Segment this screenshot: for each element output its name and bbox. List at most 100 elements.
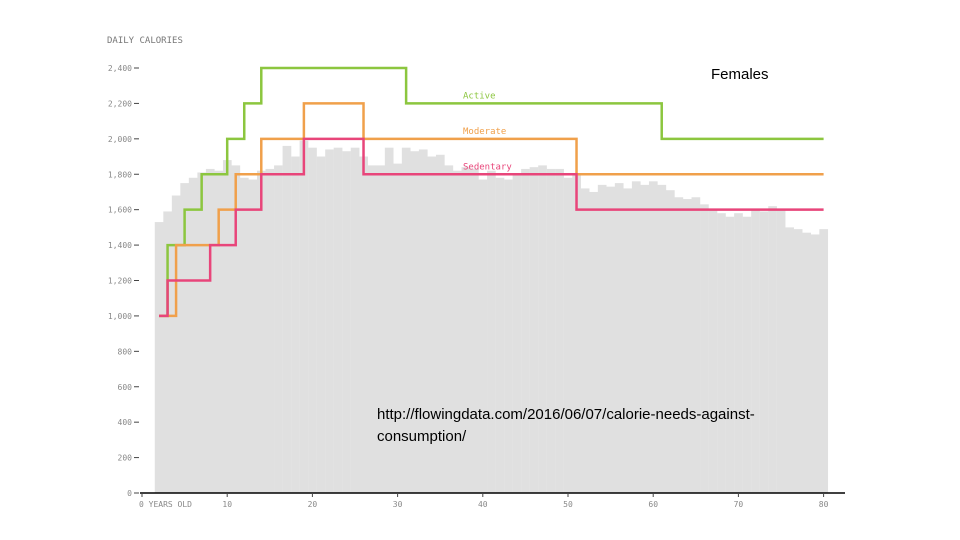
consumption-bar — [478, 179, 488, 493]
consumption-bar — [444, 165, 454, 494]
active-label: Active — [463, 91, 496, 101]
x-tick-label: 30 — [393, 500, 403, 509]
consumption-bar — [325, 149, 334, 494]
y-tick-label: 1,600 — [108, 206, 132, 215]
consumption-bar — [393, 163, 403, 493]
consumption-bar — [274, 165, 283, 494]
y-tick-label: 1,000 — [108, 312, 132, 321]
consumption-bar — [452, 170, 462, 494]
consumption-bar — [504, 179, 513, 493]
y-tick-label: 400 — [118, 418, 133, 427]
x-tick-label: 50 — [563, 500, 573, 509]
x-tick-label: 40 — [478, 500, 488, 509]
y-tick-label: 1,400 — [108, 241, 132, 250]
consumption-bar — [495, 177, 505, 493]
y-tick-label: 0 — [127, 489, 132, 498]
calorie-need-lines — [159, 66, 824, 318]
y-tick-label: 600 — [118, 383, 133, 392]
y-tick-label: 1,200 — [108, 277, 132, 286]
consumption-bar — [623, 188, 633, 493]
consumption-bar — [580, 188, 590, 493]
consumption-bar — [512, 174, 522, 493]
consumption-bar — [487, 170, 496, 494]
x-tick-label: 80 — [819, 500, 829, 509]
consumption-bar — [376, 165, 385, 494]
y-tick-label: 800 — [118, 347, 133, 356]
consumption-bar — [606, 186, 616, 494]
consumption-bar — [205, 168, 215, 493]
consumption-bars — [154, 140, 829, 494]
consumption-bar — [197, 172, 207, 493]
sedentary-label: Sedentary — [463, 162, 512, 172]
consumption-bar — [291, 156, 300, 493]
consumption-bar — [597, 184, 607, 493]
consumption-bar — [691, 197, 701, 494]
y-axis: 0 200 400 600 800 1,000 1,200 1,400 1,600 1,800 2,… — [108, 64, 139, 498]
consumption-bar — [742, 216, 752, 493]
consumption-bar — [299, 140, 309, 493]
y-tick-label: 2,000 — [108, 135, 132, 144]
consumption-bar — [717, 213, 726, 494]
consumption-bar — [614, 183, 624, 493]
sedentary-line — [159, 137, 824, 318]
consumption-bar — [435, 154, 445, 494]
consumption-bar — [708, 209, 718, 493]
consumption-bar — [188, 177, 198, 493]
consumption-bar — [180, 183, 190, 493]
consumption-bar — [810, 234, 820, 494]
consumption-bar — [631, 181, 641, 494]
consumption-bar — [342, 151, 351, 493]
consumption-bar — [248, 179, 258, 493]
consumption-bar — [418, 149, 428, 494]
consumption-bar — [572, 174, 581, 493]
consumption-bar — [674, 197, 684, 494]
consumption-bar — [265, 168, 275, 493]
consumption-bar — [316, 156, 326, 493]
consumption-bar — [214, 170, 224, 494]
moderate-label: Moderate — [463, 127, 506, 137]
consumption-bar — [222, 160, 232, 494]
consumption-bar — [171, 195, 181, 493]
consumption-bar — [384, 147, 394, 493]
chart-title: DAILY CALORIES — [107, 36, 183, 46]
consumption-bar — [793, 229, 803, 494]
consumption-bar — [546, 168, 556, 493]
consumption-bar — [751, 209, 760, 493]
consumption-bar — [657, 184, 667, 493]
consumption-bar — [589, 191, 598, 494]
consumption-bar — [461, 167, 471, 493]
moderate-line — [159, 102, 824, 318]
consumption-bar — [683, 199, 692, 493]
consumption-bar — [231, 165, 241, 494]
consumption-bar — [776, 209, 786, 493]
consumption-bar — [785, 227, 794, 493]
x-tick-label: 60 — [648, 500, 658, 509]
consumption-bar — [555, 168, 564, 493]
x-tick-label: 10 — [222, 500, 232, 509]
consumption-bar — [538, 165, 547, 494]
consumption-bar — [367, 165, 377, 494]
consumption-bar — [521, 168, 530, 493]
consumption-bar — [648, 181, 658, 494]
x-tick-label: 20 — [308, 500, 318, 509]
consumption-bar — [282, 145, 292, 493]
consumption-bar — [308, 147, 317, 493]
consumption-bar — [427, 156, 437, 493]
consumption-bar — [257, 170, 266, 494]
consumption-bar — [470, 168, 479, 493]
consumption-bar — [819, 229, 829, 494]
consumption-bar — [350, 147, 360, 493]
consumption-bar — [163, 211, 172, 493]
consumption-bar — [802, 232, 811, 493]
consumption-bar — [410, 151, 420, 493]
consumption-bar — [640, 184, 650, 493]
consumption-bar — [759, 211, 769, 493]
consumption-bar — [563, 177, 573, 493]
consumption-bar — [529, 167, 539, 493]
x-axis: 0 YEARS OLD 10 20 30 40 50 60 70 80 — [139, 492, 845, 509]
consumption-bar — [154, 222, 164, 493]
consumption-bar — [333, 147, 343, 493]
consumption-bar — [359, 156, 368, 493]
source-link[interactable]: http://flowingdata.com/2016/06/07/calori… — [377, 406, 755, 445]
consumption-bar — [725, 216, 735, 493]
